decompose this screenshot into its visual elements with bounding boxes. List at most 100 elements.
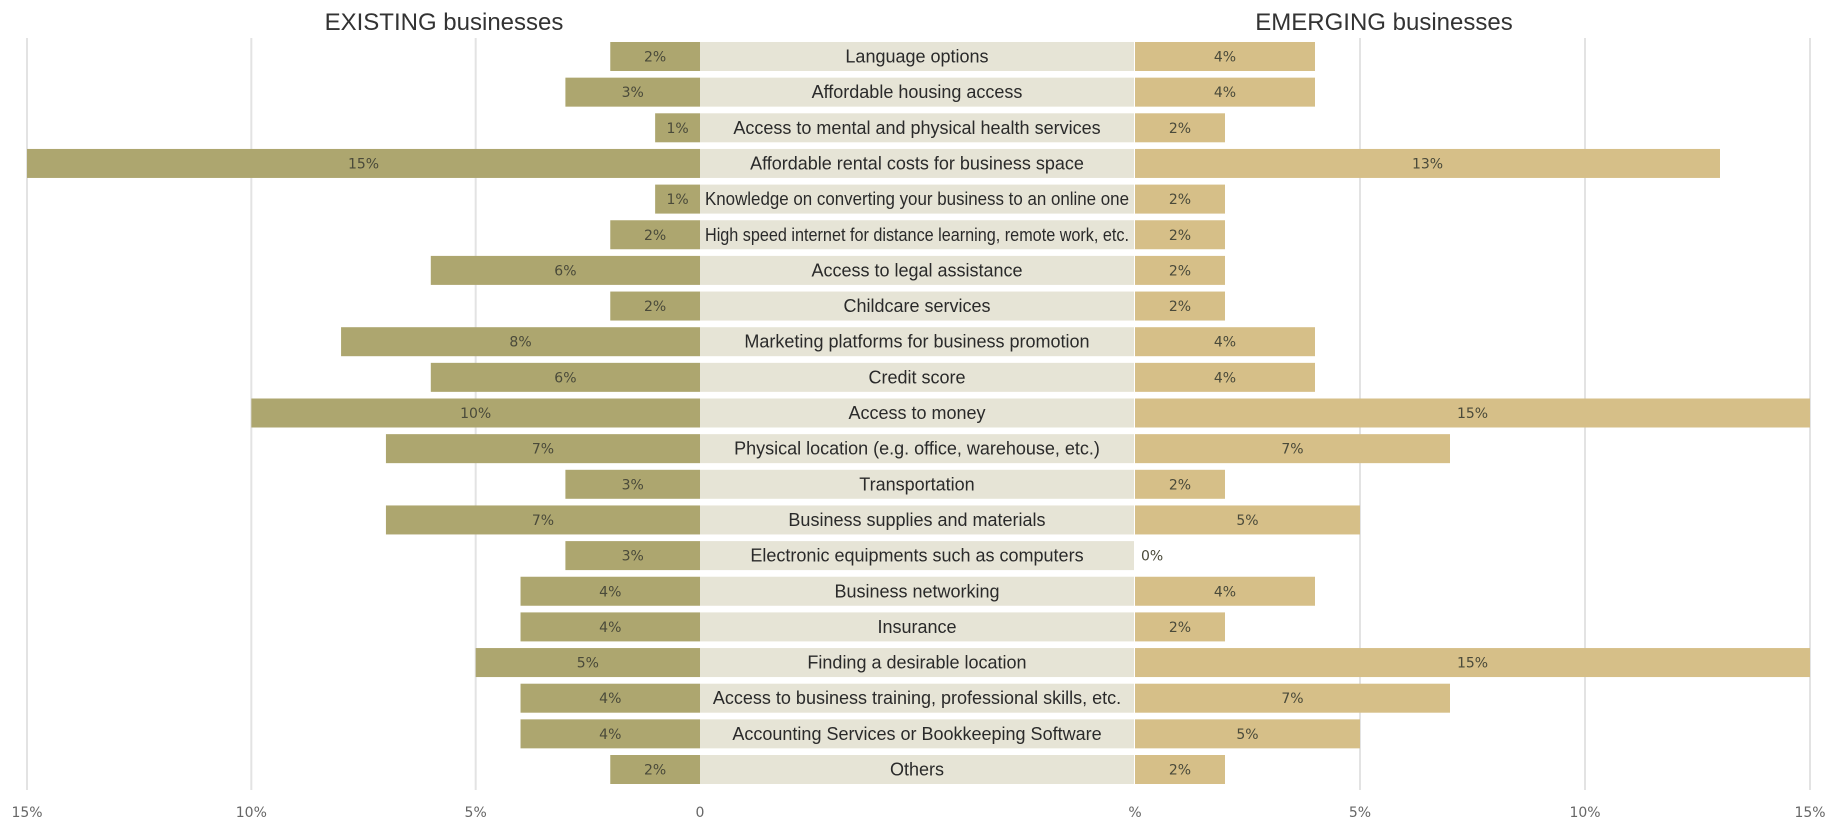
bar-existing [385, 434, 700, 464]
data-label-emerging: 15% [1457, 656, 1488, 672]
data-label-emerging: 5% [1236, 513, 1258, 529]
data-label-emerging: 2% [1169, 620, 1191, 636]
data-label-existing: 6% [554, 370, 576, 386]
data-label-existing: 3% [622, 477, 644, 493]
tick-label-right-15: 15% [1794, 805, 1825, 818]
tick-label-right-0: % [1128, 805, 1141, 818]
bar-emerging [1135, 148, 1720, 178]
label-band-cell [700, 113, 1134, 143]
labels: 15% 10% 5% 0% 5% 10% 15% Language options 2% 4% Af… [11, 47, 1825, 818]
tick-label-right-5: 5% [1349, 805, 1371, 818]
category-label: Business supplies and materials [788, 510, 1045, 530]
bar-existing [610, 42, 700, 71]
tick-label-left-5: 5% [465, 805, 487, 818]
data-label-emerging: 2% [1169, 299, 1191, 315]
data-label-existing: 10% [460, 406, 491, 422]
data-label-existing: 3% [622, 549, 644, 565]
bar-existing [565, 77, 700, 107]
bar-existing [520, 612, 700, 642]
emerging-series-title: EMERGING businesses [1255, 9, 1512, 36]
label-band-cell [700, 434, 1134, 464]
category-label: Language options [845, 47, 988, 67]
category-label: Access to business training, professiona… [713, 688, 1121, 708]
bar-emerging [1135, 755, 1225, 784]
data-label-existing: 5% [577, 656, 599, 672]
bar-emerging [1135, 398, 1810, 428]
tick-label-left-15: 15% [11, 805, 42, 818]
bar-emerging [1135, 683, 1450, 713]
label-band-cell [700, 576, 1134, 606]
label-band-cell [700, 184, 1134, 214]
data-label-existing: 4% [599, 584, 621, 600]
category-label: Knowledge on converting your business to… [705, 189, 1129, 209]
data-label-emerging: 5% [1236, 727, 1258, 743]
bar-emerging [1135, 77, 1315, 107]
bar-emerging [1135, 42, 1315, 71]
data-label-emerging: 4% [1214, 50, 1236, 66]
bar-existing [27, 148, 700, 178]
category-label: Electronic equipments such as computers [750, 546, 1083, 566]
existing-series-title: EXISTING businesses [325, 9, 564, 36]
category-label: Childcare services [843, 296, 990, 316]
bar-existing [655, 184, 700, 214]
category-label-band [700, 42, 1134, 784]
data-label-existing: 2% [644, 299, 666, 315]
bar-existing [385, 505, 700, 535]
data-label-emerging: 4% [1214, 335, 1236, 351]
data-label-existing: 4% [599, 620, 621, 636]
label-band-cell [700, 755, 1134, 784]
data-label-existing: 2% [644, 50, 666, 66]
bar-emerging [1135, 612, 1225, 642]
data-label-existing: 1% [666, 192, 688, 208]
data-label-existing: 7% [532, 442, 554, 458]
data-label-emerging: 4% [1214, 370, 1236, 386]
data-label-emerging: 7% [1281, 691, 1303, 707]
label-band-cell [700, 291, 1134, 321]
label-band-cell [700, 362, 1134, 392]
data-label-existing: 4% [599, 691, 621, 707]
bar-emerging [1135, 648, 1810, 678]
bars [27, 42, 1810, 784]
bar-existing [341, 327, 700, 357]
label-band-cell [700, 148, 1134, 178]
label-band-cell [700, 398, 1134, 428]
bar-existing [610, 220, 700, 250]
data-label-existing: 8% [509, 335, 531, 351]
bar-existing [610, 291, 700, 321]
label-band-cell [700, 648, 1134, 678]
bar-emerging [1135, 576, 1315, 606]
label-band-cell [700, 719, 1134, 749]
category-label: Finding a desirable location [807, 653, 1026, 673]
data-label-emerging: 2% [1169, 263, 1191, 279]
bar-emerging [1135, 255, 1225, 285]
category-label: Insurance [877, 617, 956, 637]
category-label: Credit score [868, 367, 965, 387]
label-band-cell [700, 255, 1134, 285]
bar-existing [520, 683, 700, 713]
bar-emerging [1135, 291, 1225, 321]
label-band-cell [700, 220, 1134, 250]
bar-emerging [1135, 220, 1225, 250]
category-label: Marketing platforms for business promoti… [744, 332, 1089, 352]
category-label: Access to legal assistance [811, 260, 1022, 280]
data-label-emerging: 0% [1141, 549, 1163, 565]
category-label: Transportation [859, 474, 974, 494]
tick-label-left-0: 0 [696, 805, 705, 818]
data-label-emerging: 2% [1169, 763, 1191, 779]
bar-emerging [1135, 362, 1315, 392]
data-label-emerging: 7% [1281, 442, 1303, 458]
category-label: Business networking [834, 581, 999, 601]
data-label-emerging: 2% [1169, 477, 1191, 493]
bar-emerging [1135, 719, 1360, 749]
bar-emerging [1135, 469, 1225, 499]
category-label: Access to money [848, 403, 985, 423]
bar-emerging [1135, 184, 1225, 214]
label-band-cell [700, 612, 1134, 642]
label-band-cell [700, 469, 1134, 499]
data-label-existing: 2% [644, 228, 666, 244]
category-label: Accounting Services or Bookkeeping Softw… [732, 724, 1101, 744]
bar-existing [520, 576, 700, 606]
tick-label-left-10: 10% [236, 805, 267, 818]
category-label: Physical location (e.g. office, warehous… [734, 439, 1100, 459]
